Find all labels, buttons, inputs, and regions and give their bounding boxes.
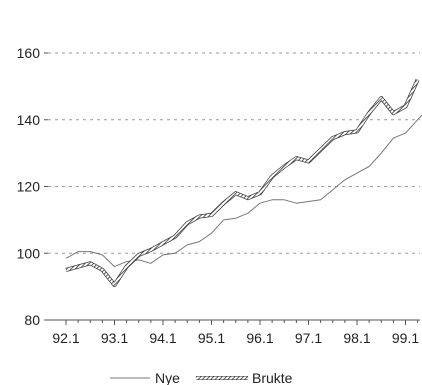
legend: Nye Brukte — [110, 370, 293, 385]
series-line-brukte — [65, 79, 419, 287]
x-tick-label: 99.1 — [392, 330, 419, 346]
x-tick-label: 95.1 — [198, 330, 225, 346]
x-tick-label: 98.1 — [343, 330, 370, 346]
legend-label-nye: Nye — [155, 370, 180, 385]
series-line-brukte-outline — [65, 78, 420, 287]
legend-label-brukte: Brukte — [252, 370, 293, 385]
y-tick-label: 100 — [17, 245, 41, 261]
x-axis-ticks: 92.1 93.1 94.1 95.1 96.1 97.1 98.1 99.1 — [52, 320, 419, 346]
x-tick-label: 94.1 — [149, 330, 176, 346]
x-tick-label: 92.1 — [52, 330, 79, 346]
y-tick-label: 80 — [24, 312, 40, 328]
gridlines — [48, 52, 420, 254]
y-tick-label: 140 — [17, 112, 41, 128]
series-line-nye — [65, 114, 422, 268]
x-tick-label: 97.1 — [295, 330, 322, 346]
y-axis-ticks: 80 100 120 140 160 — [17, 45, 48, 328]
x-tick-label: 93.1 — [101, 330, 128, 346]
y-tick-label: 120 — [17, 179, 41, 195]
x-tick-label: 96.1 — [246, 330, 273, 346]
series-lines — [65, 78, 422, 287]
y-tick-label: 160 — [17, 45, 41, 61]
